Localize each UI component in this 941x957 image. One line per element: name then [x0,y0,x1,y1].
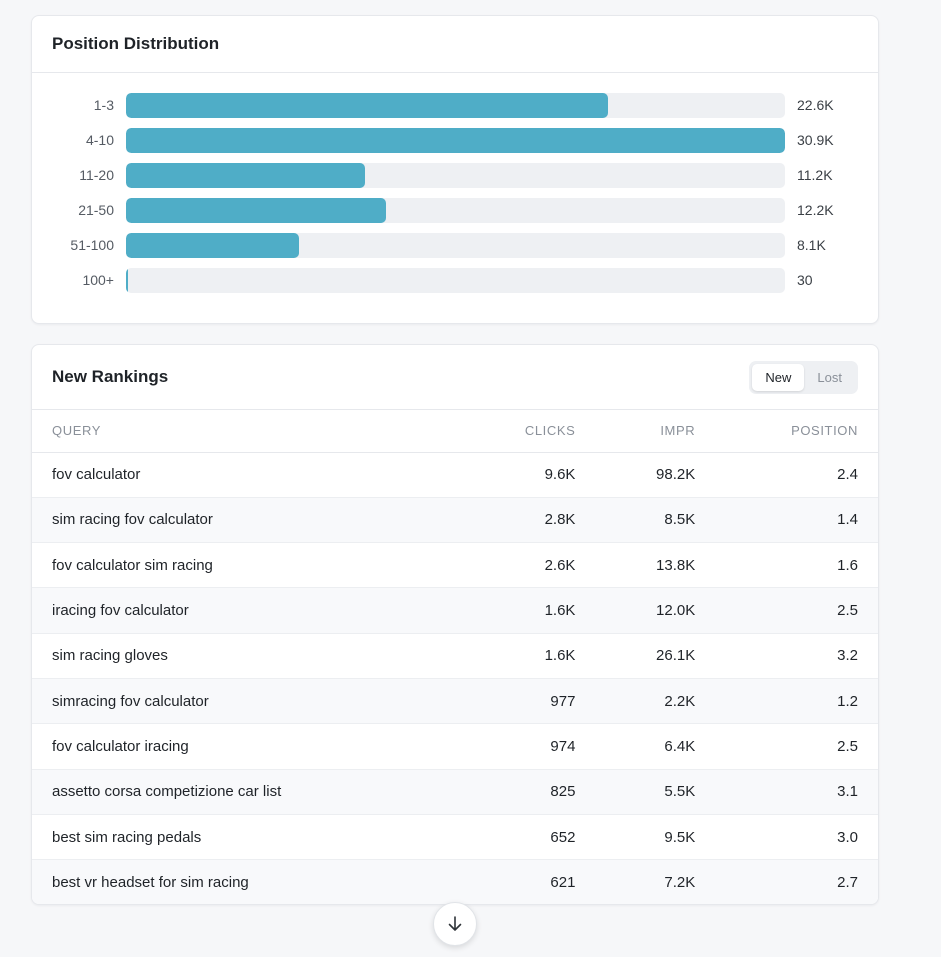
distribution-row-label: 51-100 [70,237,114,253]
cell-query: simracing fov calculator [32,678,476,725]
column-header-impr[interactable]: IMPR [595,410,716,453]
cell-position: 2.5 [715,587,878,634]
cell-impr: 7.2K [595,859,716,904]
cell-position: 3.2 [715,633,878,679]
new-rankings-title: New Rankings [52,367,169,386]
distribution-bar [126,128,785,153]
distribution-bar [126,198,386,223]
table-row[interactable]: assetto corsa competizione car list 825 5.… [32,769,878,815]
position-distribution-title: Position Distribution [52,34,220,53]
cell-impr: 6.4K [595,723,716,770]
cell-impr: 9.5K [595,814,716,861]
column-header-clicks[interactable]: CLICKS [475,410,596,453]
column-header-position[interactable]: POSITION [715,410,878,453]
distribution-row-label: 11-20 [79,167,114,183]
table-row[interactable]: fov calculator 9.6K 98.2K 2.4 [32,452,878,498]
cell-impr: 8.5K [595,497,716,544]
distribution-bar [126,93,608,118]
cell-clicks: 977 [475,678,596,725]
distribution-row: 1-3 22.6K [32,93,878,118]
cell-impr: 12.0K [595,587,716,634]
distribution-bar-track [126,163,785,188]
position-distribution-chart: 1-3 22.6K 4-10 30.9K 11-20 11.2K 21-50 12.2K 51-… [32,73,878,293]
table-row[interactable]: best vr headset for sim racing 621 7.2K 2.7 [32,859,878,904]
toggle-new-button[interactable]: New [752,363,805,391]
distribution-row: 100+ 30 [32,268,878,293]
distribution-bar [126,268,128,293]
distribution-bar-track [126,268,785,293]
distribution-row-label: 4-10 [85,132,114,148]
arrow-down-icon [445,914,465,934]
cell-position: 1.2 [715,678,878,725]
toggle-lost-button[interactable]: Lost [817,369,842,385]
table-row[interactable]: sim racing fov calculator 2.8K 8.5K 1.4 [32,497,878,544]
distribution-row: 11-20 11.2K [32,163,878,188]
distribution-row-value: 12.2K [797,202,834,218]
cell-query: best vr headset for sim racing [32,859,476,904]
distribution-row: 21-50 12.2K [32,198,878,223]
cell-query: assetto corsa competizione car list [32,769,476,815]
cell-clicks: 652 [475,814,596,861]
cell-query: sim racing fov calculator [32,497,476,544]
distribution-row-value: 30 [797,272,813,288]
cell-query: fov calculator [32,452,476,498]
distribution-row-value: 8.1K [797,237,826,253]
cell-position: 2.7 [715,859,878,904]
cell-clicks: 2.6K [475,542,596,589]
cell-query: iracing fov calculator [32,587,476,634]
cell-impr: 13.8K [595,542,716,589]
cell-position: 3.1 [715,769,878,815]
distribution-bar-track [126,128,785,153]
distribution-bar-track [126,233,785,258]
distribution-row-value: 22.6K [797,97,834,113]
distribution-row-label: 100+ [82,272,114,288]
cell-position: 1.6 [715,542,878,589]
table-row[interactable]: simracing fov calculator 977 2.2K 1.2 [32,678,878,725]
cell-position: 2.4 [715,452,878,498]
table-row[interactable]: fov calculator sim racing 2.6K 13.8K 1.6 [32,542,878,589]
new-rankings-card: New Rankings New Lost QUERY CLICKS IMPR … [31,344,879,905]
cell-clicks: 1.6K [475,587,596,634]
distribution-bar [126,163,365,188]
cell-clicks: 9.6K [475,452,596,498]
scroll-down-button[interactable] [433,902,477,946]
cell-query: best sim racing pedals [32,814,476,861]
new-lost-toggle: New Lost [749,360,858,394]
column-header-query[interactable]: QUERY [32,410,476,453]
distribution-row: 4-10 30.9K [32,128,878,153]
distribution-row-label: 1-3 [93,97,114,113]
cell-impr: 2.2K [595,678,716,725]
distribution-row-value: 11.2K [797,167,833,183]
table-row[interactable]: best sim racing pedals 652 9.5K 3.0 [32,814,878,861]
cell-clicks: 621 [475,859,596,904]
table-header-row: QUERY CLICKS IMPR POSITION [32,410,878,453]
rankings-table-body: fov calculator 9.6K 98.2K 2.4 sim racing fov… [32,452,878,904]
distribution-bar [126,233,299,258]
table-row[interactable]: iracing fov calculator 1.6K 12.0K 2.5 [32,587,878,634]
distribution-row-value: 30.9K [797,132,834,148]
cell-query: sim racing gloves [32,633,476,679]
cell-clicks: 1.6K [475,633,596,679]
cell-clicks: 974 [475,723,596,770]
cell-position: 1.4 [715,497,878,544]
cell-impr: 5.5K [595,769,716,815]
cell-impr: 98.2K [595,452,716,498]
distribution-row: 51-100 8.1K [32,233,878,258]
cell-query: fov calculator sim racing [32,542,476,589]
cell-query: fov calculator iracing [32,723,476,770]
cell-clicks: 2.8K [475,497,596,544]
cell-position: 3.0 [715,814,878,861]
position-distribution-header: Position Distribution [32,16,878,73]
distribution-bar-track [126,93,785,118]
cell-impr: 26.1K [595,633,716,679]
new-rankings-header: New Rankings New Lost [32,345,878,410]
rankings-table: QUERY CLICKS IMPR POSITION fov calculato… [32,410,878,904]
distribution-row-label: 21-50 [78,202,114,218]
distribution-bar-track [126,198,785,223]
cell-clicks: 825 [475,769,596,815]
cell-position: 2.5 [715,723,878,770]
table-row[interactable]: fov calculator iracing 974 6.4K 2.5 [32,723,878,770]
table-row[interactable]: sim racing gloves 1.6K 26.1K 3.2 [32,633,878,679]
position-distribution-card: Position Distribution 1-3 22.6K 4-10 30.9K 1… [31,15,879,324]
